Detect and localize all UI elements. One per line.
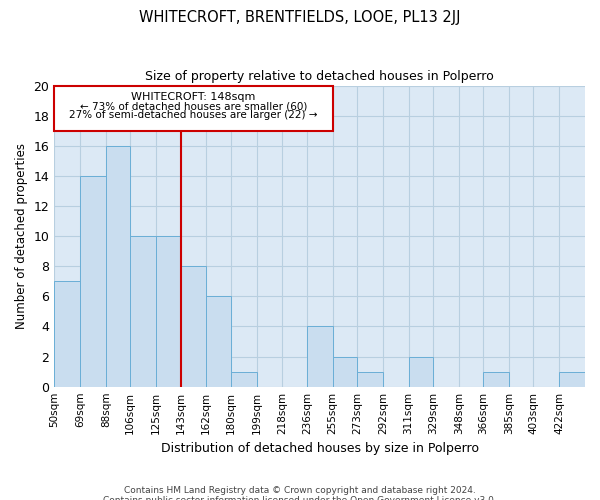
Text: Contains public sector information licensed under the Open Government Licence v3: Contains public sector information licen…	[103, 496, 497, 500]
Bar	[332, 356, 357, 386]
Text: 27% of semi-detached houses are larger (22) →: 27% of semi-detached houses are larger (…	[69, 110, 317, 120]
Y-axis label: Number of detached properties: Number of detached properties	[15, 143, 28, 329]
Bar	[54, 86, 332, 130]
Bar	[559, 372, 585, 386]
Bar	[80, 176, 106, 386]
Bar	[106, 146, 130, 386]
Bar	[483, 372, 509, 386]
Text: WHITECROFT, BRENTFIELDS, LOOE, PL13 2JJ: WHITECROFT, BRENTFIELDS, LOOE, PL13 2JJ	[139, 10, 461, 25]
Bar	[181, 266, 206, 386]
Bar	[409, 356, 433, 386]
Bar	[130, 236, 156, 386]
Bar	[156, 236, 181, 386]
Bar	[307, 326, 332, 386]
Bar	[357, 372, 383, 386]
Text: Contains HM Land Registry data © Crown copyright and database right 2024.: Contains HM Land Registry data © Crown c…	[124, 486, 476, 495]
Text: ← 73% of detached houses are smaller (60): ← 73% of detached houses are smaller (60…	[80, 102, 307, 112]
X-axis label: Distribution of detached houses by size in Polperro: Distribution of detached houses by size …	[161, 442, 479, 455]
Text: WHITECROFT: 148sqm: WHITECROFT: 148sqm	[131, 92, 256, 102]
Title: Size of property relative to detached houses in Polperro: Size of property relative to detached ho…	[145, 70, 494, 83]
Bar	[231, 372, 257, 386]
Bar	[206, 296, 231, 386]
Bar	[54, 282, 80, 387]
